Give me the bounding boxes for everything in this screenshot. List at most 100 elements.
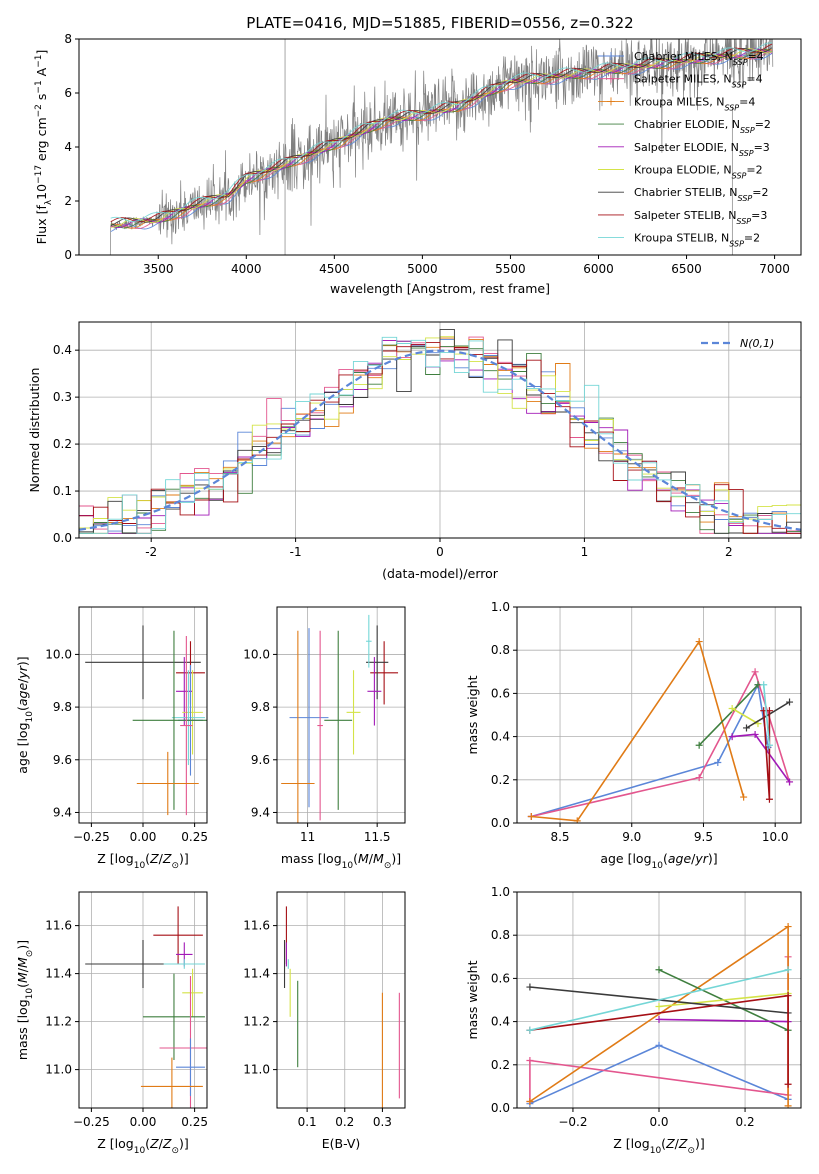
x-tick-label: 8.5 [550,830,569,844]
weight-line-chabrier-miles [531,682,769,818]
errorbar-kroupa-elodie [182,968,203,1017]
weight-line-salpeter-miles [531,669,791,818]
weight-marker [695,774,703,782]
x-tick-label: 4500 [319,262,350,276]
errorbar-chabrier-elodie [132,630,207,810]
y-tick-label: 0.8 [491,928,510,942]
y-tick-label: 0 [64,248,72,262]
x-tick-label: -1 [290,545,302,559]
errorbar-salpeter-miles [180,635,193,816]
plot-area [79,328,801,538]
weight-marker [784,1102,792,1108]
legend-label-kroupa-elodie: Kroupa ELODIE, NSSP=2 [634,164,763,181]
x-tick-label: -2 [145,545,157,559]
x-tick-label: −0.25 [73,830,110,844]
x-tick-label: 6500 [671,262,702,276]
y-tick-label: 0.6 [491,971,510,985]
x-tick-label: −0.25 [73,1115,110,1129]
y-tick-label: 0.4 [491,730,510,744]
y-axis-label: Normed distribution [27,368,42,493]
spectrum-panel: 3500 4000 4500 5000 5500 6000 6500 7000 0 2 4 6 8 wav… [34,32,802,296]
y-tick-label: 0.2 [491,1058,510,1072]
errorbar-salpeter-miles [317,630,323,821]
x-tick-label: 9.0 [622,830,641,844]
x-axis-label: E(B-V) [322,1136,361,1151]
y-tick-label: 0.3 [53,390,72,404]
x-tick-label: 3500 [143,262,174,276]
y-tick-label: 0.8 [491,643,510,657]
legend-label-kroupa-miles: Kroupa MILES, NSSP=4 [634,95,755,112]
y-tick-label: 11.0 [45,1063,72,1077]
x-tick-label: 1 [581,545,589,559]
x-axis-label: (data-model)/error [382,566,499,581]
y-tick-label: 0.2 [53,437,72,451]
y-tick-label: 9.6 [53,753,72,767]
x-tick-label: −0.2 [558,1115,587,1129]
weight-line-chabrier-stelib [746,701,790,729]
weight-line-kroupa-miles [531,639,745,822]
y-tick-label: 8 [64,32,72,46]
y-axis-label: Flux [fλ10−17 erg cm−2 s−1 A−1] [34,50,54,245]
y-tick-label: 1.0 [491,885,510,899]
weight-line-kroupa-elodie [731,707,759,725]
y-tick-label: 9.4 [251,805,270,819]
mass-vs-ebv-panel: 0.1 0.2 0.3 11.0 11.2 11.4 11.6 E(B-V) [243,891,406,1151]
plot-area [85,625,207,816]
y-tick-label: 11.4 [243,967,270,981]
y-axis-label: age [log10(age/yr)] [15,656,35,773]
model-line-kroupa-stelib [110,42,773,223]
errorbar-kroupa-stelib [171,670,205,766]
x-tick-label: 2 [725,545,733,559]
weight-marker [786,698,794,706]
plot-area [109,39,774,255]
errorbar-kroupa-stelib [366,614,372,668]
legend-label-normal: N(0,1) [740,337,774,350]
x-axis-label: age [log10(age/yr)] [600,851,717,871]
y-tick-label: 9.8 [251,700,270,714]
errorbar-chabrier-miles [176,1038,205,1096]
weight-marker [526,1056,534,1064]
errorbar-chabrier-miles [289,628,329,808]
legend-label-salpeter-stelib: Salpeter STELIB, NSSP=3 [634,209,767,226]
weight-marker [760,681,768,689]
weight-marker [655,1015,663,1023]
weight-marker [526,1026,534,1034]
weight-marker [742,724,750,732]
axes-frame [276,606,406,824]
y-tick-label: 6 [64,86,72,100]
weight-marker [526,983,534,991]
residual-histogram-panel: -2 -1 0 1 2 0.0 0.1 0.2 0.3 0.4 (data-model)/error… [27,321,802,581]
x-tick-label: 11.5 [364,830,391,844]
y-tick-label: 9.6 [251,753,270,767]
x-tick-label: 6000 [583,262,614,276]
age-vs-metallicity-panel: −0.25 0.00 0.25 9.4 9.6 9.8 10.0 Z [log10(Z/Z⊙)… [15,606,208,871]
plot-area [283,906,400,1108]
y-tick-label: 0.1 [53,484,72,498]
weight-marker [695,741,703,749]
x-axis-label: Z [log10(Z/Z⊙)] [97,1136,189,1156]
weight-marker [695,638,703,646]
x-tick-label: 9.5 [694,830,713,844]
x-tick-label: 0.00 [130,830,157,844]
weight-marker [655,1041,663,1049]
weight-line-salpeter-elodie [732,733,791,783]
x-tick-label: 7000 [759,262,790,276]
errorbar-kroupa-stelib [163,959,205,969]
y-tick-label: 0.4 [53,343,72,357]
legend-label-chabrier-miles: Chabrier MILES, NSSP=4 [634,50,764,67]
y-tick-label: 11.0 [243,1063,270,1077]
mass-vs-metallicity-panel: −0.25 0.00 0.25 11.0 11.2 11.4 11.6 Z [log10(Z/… [15,891,208,1156]
x-tick-label: 0.1 [298,1115,317,1129]
x-tick-label: 0.0 [649,1115,668,1129]
errorbar-chabrier-elodie [324,630,353,810]
weight-marker [751,668,759,676]
y-tick-label: 9.8 [53,700,72,714]
plot-area [85,906,207,1108]
weight-marker [786,778,794,786]
normal-curve [79,349,801,531]
weight-marker [784,992,792,1000]
x-tick-label: 0.00 [130,1115,157,1129]
x-tick-label: 0 [436,545,444,559]
weight-line-salpeter-elodie [658,1018,789,1023]
